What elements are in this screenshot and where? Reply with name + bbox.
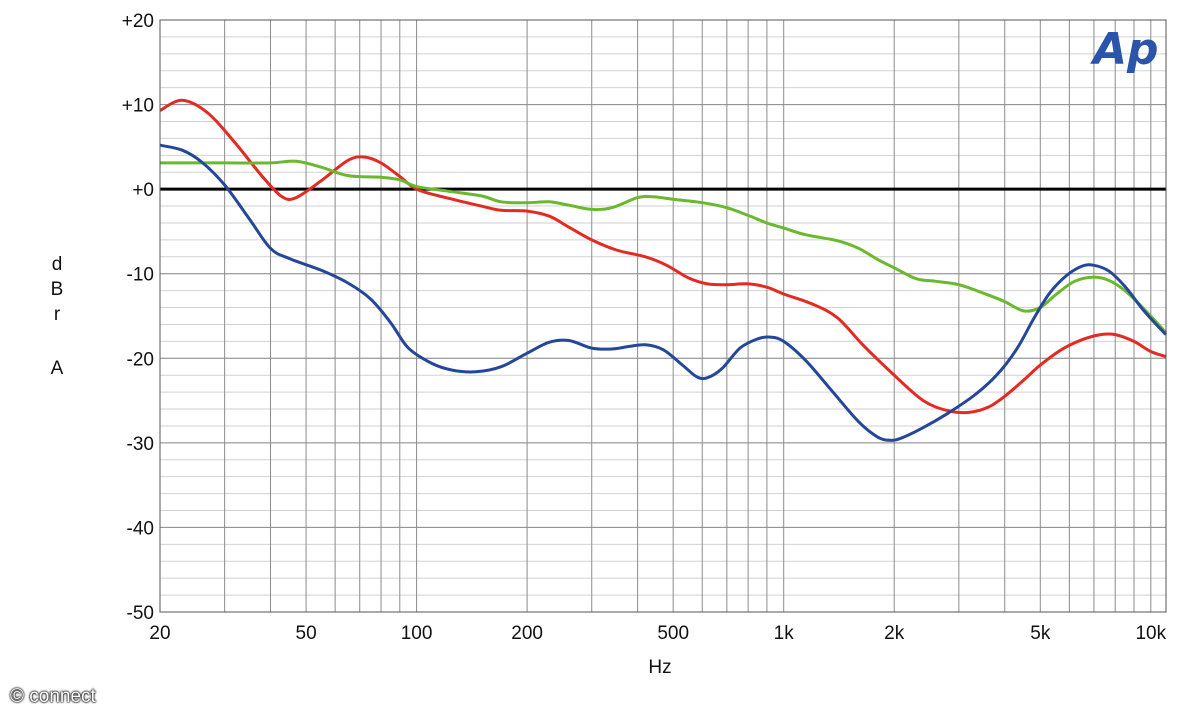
y-tick-label: -50 xyxy=(127,603,154,624)
y-axis-label-letter: B xyxy=(51,279,64,300)
series-line-1 xyxy=(159,98,1167,415)
y-axis-label-letter: A xyxy=(51,358,64,379)
x-axis-label: Hz xyxy=(648,657,671,678)
y-tick-label: +0 xyxy=(132,180,154,201)
x-tick-label: 10k xyxy=(1135,623,1166,644)
series-line-3 xyxy=(159,143,1168,442)
plot-frame xyxy=(159,19,1167,613)
y-tick-label: -10 xyxy=(127,265,154,286)
y-tick-label: +20 xyxy=(122,11,154,32)
x-tick-labels: 20 50 100 200 500 1k 2k 5k 10k xyxy=(149,623,1166,644)
y-axis-label-letter: r xyxy=(54,304,61,325)
x-tick-label: 20 xyxy=(149,623,170,644)
x-tick-label: 5k xyxy=(1030,623,1051,644)
copyright-watermark: © connect xyxy=(10,686,96,707)
plot-area xyxy=(160,20,1166,612)
y-tick-labels: +20 +10 +0 -10 -20 -30 -40 -50 xyxy=(122,11,154,624)
x-tick-label: 100 xyxy=(401,623,433,644)
y-axis-label: dBr A xyxy=(51,254,64,379)
series-group xyxy=(159,98,1168,442)
x-tick-label: 50 xyxy=(296,623,317,644)
y-axis-label-letter: d xyxy=(52,254,63,275)
y-tick-label: -40 xyxy=(127,518,154,539)
x-tick-label: 1k xyxy=(774,623,795,644)
y-tick-label: -30 xyxy=(127,434,154,455)
x-tick-label: 200 xyxy=(511,623,543,644)
x-tick-label: 2k xyxy=(884,623,905,644)
y-tick-label: +10 xyxy=(122,96,154,117)
y-tick-label: -20 xyxy=(127,349,154,370)
series-line-2 xyxy=(159,159,1168,334)
ap-logo: Ap xyxy=(1090,24,1159,75)
x-tick-label: 500 xyxy=(657,623,689,644)
